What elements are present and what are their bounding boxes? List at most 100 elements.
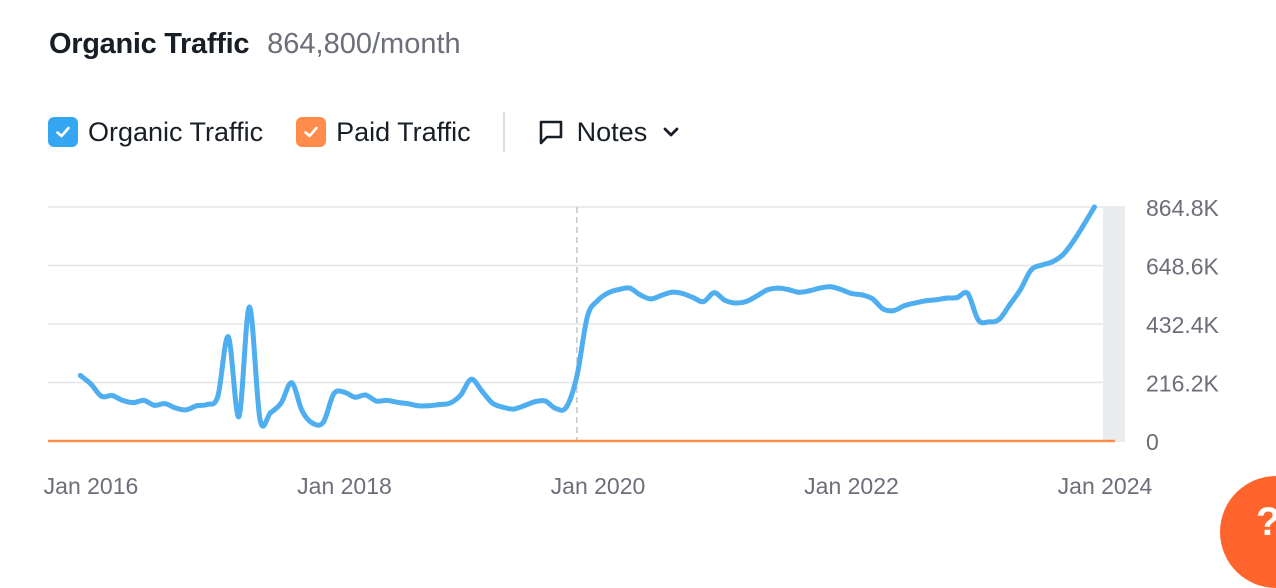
organic-traffic-point[interactable] xyxy=(996,316,1002,322)
organic-traffic-point[interactable] xyxy=(616,287,622,292)
organic-traffic-point[interactable] xyxy=(468,376,474,382)
organic-traffic-point[interactable] xyxy=(246,304,252,310)
organic-traffic-point[interactable] xyxy=(553,406,559,411)
organic-traffic-point[interactable] xyxy=(373,398,379,404)
organic-traffic-point[interactable] xyxy=(849,291,854,296)
organic-traffic-point[interactable] xyxy=(394,399,400,405)
organic-traffic-point[interactable] xyxy=(732,300,738,306)
organic-traffic-point[interactable] xyxy=(954,295,960,301)
organic-traffic-point[interactable] xyxy=(415,403,421,409)
organic-traffic-point[interactable] xyxy=(278,400,284,406)
organic-traffic-point[interactable] xyxy=(775,285,781,291)
organic-traffic-point[interactable] xyxy=(595,297,601,303)
organic-traffic-point[interactable] xyxy=(764,287,770,293)
organic-traffic-point[interactable] xyxy=(1091,204,1097,210)
organic-traffic-point[interactable] xyxy=(77,373,83,378)
organic-traffic-point[interactable] xyxy=(880,306,886,312)
organic-traffic-point[interactable] xyxy=(975,317,981,323)
organic-traffic-point[interactable] xyxy=(120,397,126,403)
organic-traffic-point[interactable] xyxy=(88,381,94,387)
organic-traffic-point[interactable] xyxy=(933,297,939,303)
organic-traffic-point[interactable] xyxy=(922,298,928,304)
organic-traffic-point[interactable] xyxy=(701,299,707,305)
organic-traffic-point[interactable] xyxy=(901,303,907,309)
organic-traffic-point[interactable] xyxy=(574,373,580,379)
organic-traffic-point[interactable] xyxy=(405,401,411,407)
organic-traffic-point[interactable] xyxy=(1060,252,1066,258)
legend-paid-traffic[interactable]: Paid Traffic xyxy=(296,117,471,148)
organic-traffic-point[interactable] xyxy=(648,296,654,302)
organic-traffic-point[interactable] xyxy=(986,319,992,325)
organic-traffic-point[interactable] xyxy=(563,404,569,410)
organic-traffic-point[interactable] xyxy=(521,403,527,409)
organic-traffic-point[interactable] xyxy=(680,291,685,296)
organic-traffic-point[interactable] xyxy=(162,401,168,407)
organic-traffic-point[interactable] xyxy=(268,410,274,416)
organic-traffic-point[interactable] xyxy=(1028,267,1034,273)
organic-traffic-point[interactable] xyxy=(479,388,485,394)
organic-traffic-point[interactable] xyxy=(722,297,728,303)
organic-traffic-point[interactable] xyxy=(912,300,918,306)
organic-traffic-point[interactable] xyxy=(384,397,390,403)
organic-traffic-point[interactable] xyxy=(1070,238,1076,244)
organic-traffic-point[interactable] xyxy=(289,380,295,386)
organic-traffic-point[interactable] xyxy=(753,293,759,299)
organic-traffic-point[interactable] xyxy=(584,314,590,319)
organic-traffic-point[interactable] xyxy=(891,308,897,314)
organic-traffic-point[interactable] xyxy=(1049,259,1055,265)
organic-traffic-point[interactable] xyxy=(458,392,464,398)
organic-traffic-point[interactable] xyxy=(827,284,833,290)
organic-traffic-point[interactable] xyxy=(785,287,791,292)
organic-traffic-point[interactable] xyxy=(225,334,231,340)
organic-traffic-point[interactable] xyxy=(1081,222,1087,227)
organic-traffic-point[interactable] xyxy=(320,419,326,425)
organic-traffic-point[interactable] xyxy=(352,394,358,400)
organic-traffic-point[interactable] xyxy=(711,290,717,296)
organic-traffic-point[interactable] xyxy=(109,393,115,398)
organic-traffic-point[interactable] xyxy=(437,402,443,407)
paid-traffic-checkbox[interactable] xyxy=(296,117,327,147)
organic-traffic-point[interactable] xyxy=(500,404,506,410)
organic-traffic-point[interactable] xyxy=(606,290,612,296)
organic-traffic-checkbox[interactable] xyxy=(48,117,78,147)
organic-traffic-point[interactable] xyxy=(236,414,242,420)
organic-traffic-point[interactable] xyxy=(859,292,865,298)
organic-traffic-point[interactable] xyxy=(944,295,950,301)
organic-traffic-point[interactable] xyxy=(817,285,823,291)
organic-traffic-point[interactable] xyxy=(204,402,210,407)
notes-dropdown[interactable]: Notes xyxy=(537,117,682,148)
organic-traffic-point[interactable] xyxy=(331,391,337,397)
organic-traffic-point[interactable] xyxy=(870,296,876,302)
organic-traffic-point[interactable] xyxy=(141,397,147,403)
organic-traffic-point[interactable] xyxy=(130,400,136,406)
organic-traffic-point[interactable] xyxy=(151,402,157,408)
organic-traffic-point[interactable] xyxy=(627,285,633,291)
organic-traffic-point[interactable] xyxy=(796,289,802,295)
organic-traffic-point[interactable] xyxy=(806,288,812,294)
organic-traffic-point[interactable] xyxy=(1018,287,1023,292)
organic-traffic-point[interactable] xyxy=(669,289,675,295)
organic-traffic-point[interactable] xyxy=(838,287,844,292)
organic-traffic-point[interactable] xyxy=(511,406,516,412)
organic-traffic-point[interactable] xyxy=(173,405,178,411)
legend-organic-traffic[interactable]: Organic Traffic xyxy=(48,117,263,148)
organic-traffic-point[interactable] xyxy=(532,399,538,405)
organic-traffic-point[interactable] xyxy=(183,407,189,413)
organic-traffic-point[interactable] xyxy=(194,403,200,409)
organic-traffic-point[interactable] xyxy=(299,408,305,414)
organic-traffic-point[interactable] xyxy=(658,292,664,298)
organic-traffic-point[interactable] xyxy=(99,393,105,399)
traffic-line-chart[interactable]: 864.8K 648.6K 432.4K 216.2K 0 Jan 2016 Jan 20… xyxy=(0,180,1276,510)
organic-traffic-point[interactable] xyxy=(965,291,971,296)
organic-traffic-point[interactable] xyxy=(743,299,749,305)
organic-traffic-point[interactable] xyxy=(215,393,221,399)
organic-traffic-point[interactable] xyxy=(426,403,432,409)
organic-traffic-point[interactable] xyxy=(363,392,369,398)
organic-traffic-point[interactable] xyxy=(1007,301,1013,307)
organic-traffic-point[interactable] xyxy=(542,398,548,404)
organic-traffic-point[interactable] xyxy=(489,400,495,406)
organic-traffic-point[interactable] xyxy=(257,416,263,422)
organic-traffic-point[interactable] xyxy=(1039,262,1045,268)
organic-traffic-point[interactable] xyxy=(690,295,696,301)
organic-traffic-point[interactable] xyxy=(637,292,643,298)
